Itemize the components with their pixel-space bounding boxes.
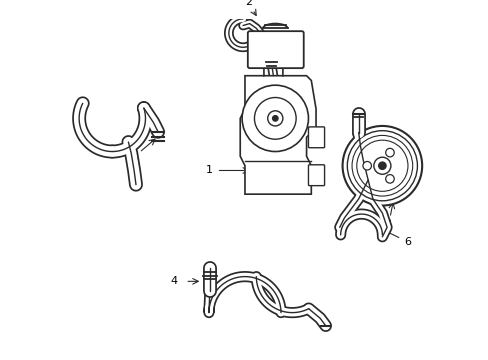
Circle shape: [267, 111, 282, 126]
Polygon shape: [240, 76, 315, 194]
Text: 2: 2: [244, 0, 252, 7]
Text: 3: 3: [384, 220, 391, 229]
FancyBboxPatch shape: [308, 165, 324, 186]
Circle shape: [351, 135, 412, 196]
Circle shape: [362, 162, 371, 170]
FancyBboxPatch shape: [247, 31, 303, 68]
FancyBboxPatch shape: [308, 127, 324, 148]
Text: 5: 5: [131, 153, 138, 163]
Circle shape: [272, 116, 278, 121]
Text: 1: 1: [205, 166, 212, 175]
Circle shape: [242, 85, 308, 152]
Circle shape: [254, 98, 296, 139]
Text: 4: 4: [170, 276, 177, 286]
Circle shape: [346, 131, 417, 201]
Circle shape: [385, 148, 393, 157]
Circle shape: [385, 175, 393, 183]
Circle shape: [356, 140, 407, 191]
Circle shape: [342, 126, 421, 206]
Text: 6: 6: [404, 238, 410, 247]
Circle shape: [378, 162, 386, 170]
Circle shape: [373, 157, 390, 174]
